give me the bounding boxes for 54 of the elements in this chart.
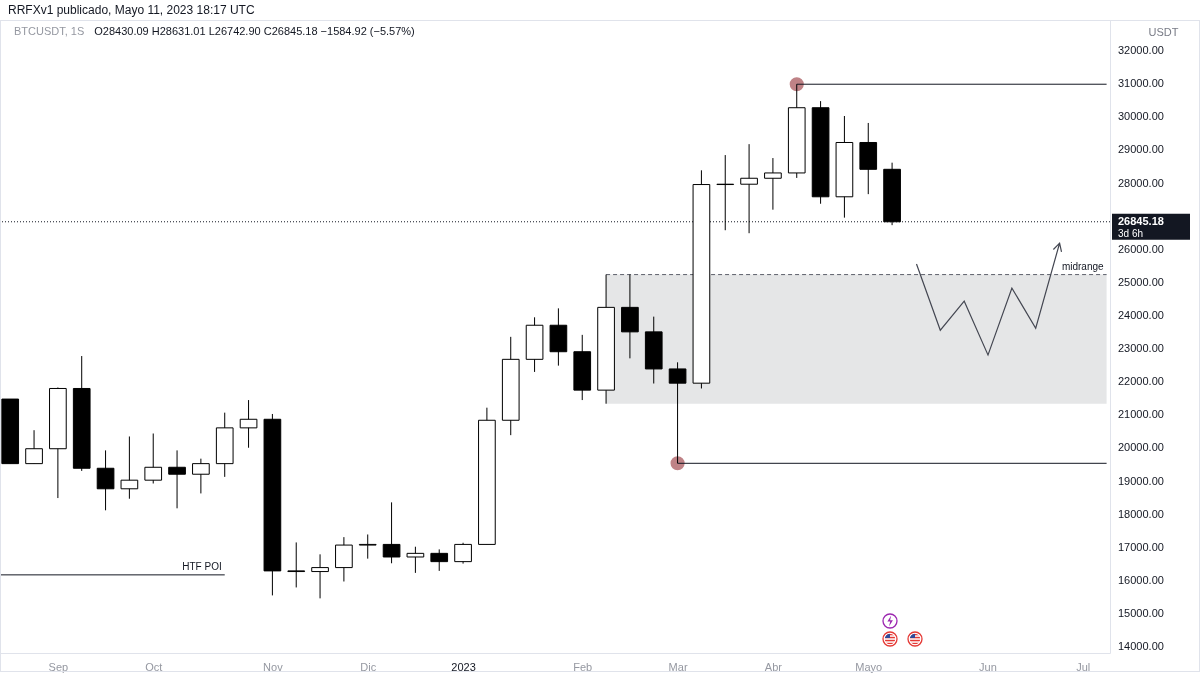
series-label: midrange [1061, 260, 1105, 272]
candlestick [382, 501, 401, 564]
y-tick-label: 19000.00 [1118, 474, 1164, 487]
candlestick [764, 157, 782, 211]
candlestick [430, 548, 449, 572]
candlestick [144, 433, 163, 484]
x-tick-label: Sep [48, 660, 69, 673]
y-tick-label: 28000.00 [1118, 176, 1164, 189]
chart-subtitle: BTCUSDT, 1S [14, 25, 85, 37]
candlestick [168, 449, 186, 509]
series-label: HTF POI [182, 560, 222, 572]
y-axis-title: USDT [1148, 25, 1179, 38]
x-tick-label: Jul [1076, 660, 1091, 673]
y-tick-label: 21000.00 [1118, 408, 1164, 421]
candlestick [740, 143, 758, 234]
x-tick-label: Mayo [855, 660, 883, 673]
y-tick-label: 26000.00 [1118, 242, 1164, 255]
y-tick-label: 30000.00 [1118, 110, 1164, 123]
candlestick [311, 553, 329, 599]
x-tick-label: Mar [668, 660, 688, 673]
candlestick [406, 546, 425, 574]
y-tick-label: 32000.00 [1118, 44, 1164, 57]
y-tick-label: 15000.00 [1118, 606, 1164, 619]
y-tick-label: 25000.00 [1118, 275, 1164, 288]
candlestick [358, 533, 377, 560]
candlestick [335, 536, 353, 582]
x-tick-label: Nov [263, 660, 284, 673]
y-tick-label: 14000.00 [1118, 640, 1164, 653]
y-tick-label: 16000.00 [1118, 573, 1164, 586]
x-tick-label: Jun [979, 660, 997, 673]
y-tick-label: 22000.00 [1118, 375, 1164, 388]
candlestick [454, 542, 472, 565]
y-tick-label: 17000.00 [1118, 540, 1164, 553]
ref-line-label: 26845.18 [1118, 214, 1164, 227]
x-tick-label: Dic [360, 660, 377, 673]
candlestick [120, 435, 139, 500]
text: 3d 6h [1118, 227, 1144, 239]
candlestick [96, 449, 115, 511]
y-tick-label: 29000.00 [1118, 143, 1164, 156]
y-tick-label: 24000.00 [1118, 308, 1164, 321]
candlestick [192, 458, 210, 494]
candlestick [25, 429, 43, 465]
x-tick-label: Abr [764, 660, 783, 673]
y-tick-label: 31000.00 [1118, 77, 1164, 90]
y-tick-label: 23000.00 [1118, 342, 1164, 355]
chart-title: RRFXv1 publicado, Mayo 11, 2023 18:17 UTC [8, 3, 255, 17]
candlestick [239, 399, 258, 449]
candlestick [287, 541, 306, 588]
y-tick-label: 18000.00 [1118, 507, 1164, 520]
annotation: O28430.09 H28631.01 L26742.90 C26845.18 −1584.92 (−5.57%) [94, 25, 415, 37]
x-tick-label: 2023 [451, 660, 476, 673]
y-tick-label: 20000.00 [1118, 441, 1164, 454]
x-tick-label: Feb [573, 660, 593, 673]
x-tick-label: Oct [145, 660, 163, 673]
